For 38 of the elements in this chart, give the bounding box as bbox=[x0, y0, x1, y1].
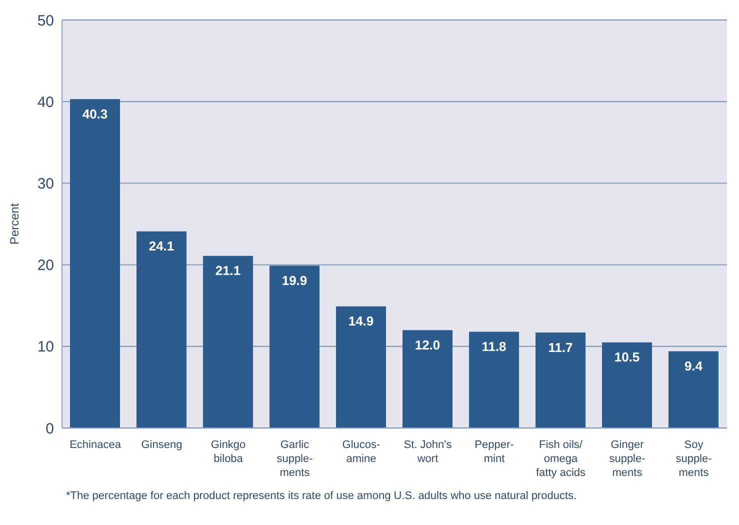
bar bbox=[336, 306, 386, 428]
x-tick-label: Ginkgo biloba bbox=[210, 439, 246, 465]
bar bbox=[70, 99, 120, 428]
data-label: 19.9 bbox=[282, 272, 308, 288]
bar bbox=[602, 342, 652, 428]
data-label: 10.5 bbox=[614, 350, 640, 365]
data-label: 11.8 bbox=[482, 338, 506, 354]
data-label: 21.1 bbox=[215, 263, 241, 278]
x-tick-label: Glucos- amine bbox=[342, 439, 381, 465]
y-tick-label: 10 bbox=[37, 338, 54, 356]
y-axis-title: Percent bbox=[7, 202, 22, 245]
bar bbox=[536, 332, 586, 428]
x-tick-label: Soy supple- ments bbox=[676, 439, 712, 479]
bar bbox=[203, 256, 253, 428]
y-tick-label: 20 bbox=[37, 257, 54, 274]
bar bbox=[402, 330, 452, 428]
bar bbox=[270, 266, 320, 428]
x-tick-label: Pepper- mint bbox=[474, 439, 514, 465]
bar bbox=[668, 351, 718, 428]
x-tick-label: St. John's wort bbox=[404, 439, 452, 465]
x-tick-label: Ginger supple- ments bbox=[609, 439, 646, 479]
x-tick-label: Echinacea bbox=[70, 439, 122, 451]
y-tick-label: 40 bbox=[37, 94, 54, 111]
x-tick-label: Ginseng bbox=[141, 439, 182, 451]
data-label: 9.4 bbox=[684, 358, 704, 374]
text: *The percentage for each product represents its rate of use among U.S. adults who use natural products. bbox=[66, 490, 578, 502]
y-tick-label: 50 bbox=[37, 12, 54, 30]
x-tick-label: Fish oils/ omega fatty acids bbox=[536, 439, 586, 479]
data-label: 24.1 bbox=[148, 238, 174, 254]
bar bbox=[469, 332, 519, 428]
data-label: 40.3 bbox=[82, 106, 108, 122]
data-label: 14.9 bbox=[348, 314, 374, 329]
y-tick-label: 0 bbox=[46, 420, 54, 438]
bar bbox=[136, 231, 186, 428]
x-tick-label: Garlic supple- ments bbox=[276, 439, 314, 479]
y-tick-label: 30 bbox=[37, 176, 54, 193]
data-label: 12.0 bbox=[414, 337, 440, 352]
data-label: 11.7 bbox=[548, 340, 573, 355]
